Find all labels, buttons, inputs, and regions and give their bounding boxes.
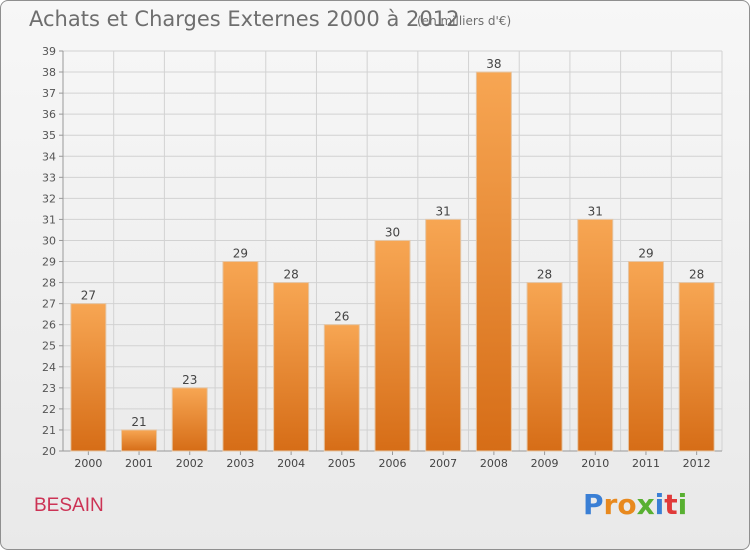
data-label: 26 (334, 310, 349, 324)
logo-letter: o (617, 488, 637, 521)
y-tick-label: 31 (42, 213, 56, 226)
place-name: BESAIN (34, 495, 104, 516)
y-tick-label: 27 (42, 298, 56, 311)
x-tick-label: 2009 (531, 457, 559, 470)
logo-letter: x (636, 488, 655, 521)
y-tick-label: 29 (42, 256, 56, 269)
x-tick-label: 2000 (74, 457, 102, 470)
chart-unit: (en milliers d'€) (417, 14, 512, 28)
bar (70, 303, 107, 452)
x-tick-label: 2003 (226, 457, 254, 470)
x-tick-label: 2006 (379, 457, 407, 470)
y-tick-label: 25 (42, 340, 56, 353)
logo-letter: t (664, 488, 678, 521)
data-label: 38 (486, 57, 501, 71)
y-tick-label: 37 (42, 87, 56, 100)
x-tick-label: 2004 (277, 457, 305, 470)
y-tick-label: 28 (42, 277, 56, 290)
data-label: 29 (638, 247, 653, 261)
x-tick-label: 2008 (480, 457, 508, 470)
bar (475, 71, 512, 452)
y-tick-label: 38 (42, 66, 56, 79)
y-tick-label: 35 (42, 129, 56, 142)
logo-letter: i (654, 488, 665, 521)
bar (678, 282, 715, 452)
data-label: 31 (588, 204, 603, 218)
data-label: 28 (283, 268, 298, 282)
bar (121, 429, 158, 452)
bar (323, 324, 360, 452)
data-label: 23 (182, 373, 197, 387)
logo-letter: i (677, 488, 688, 521)
data-label: 28 (537, 268, 552, 282)
y-tick-label: 26 (42, 319, 56, 332)
data-label: 31 (436, 204, 451, 218)
bar (171, 387, 208, 452)
bars (70, 71, 715, 452)
data-label: 29 (233, 247, 248, 261)
logo-letter: P (583, 488, 604, 521)
x-tick-label: 2007 (429, 457, 457, 470)
bar (374, 239, 411, 452)
x-tick-label: 2001 (125, 457, 153, 470)
y-tick-label: 30 (42, 234, 56, 247)
proxiti-logo: Proxiti (583, 488, 687, 521)
bar (577, 218, 614, 452)
bar (273, 282, 310, 452)
bar (425, 218, 462, 452)
data-label: 30 (385, 225, 400, 239)
chart-title: Achats et Charges Externes 2000 à 2012 (29, 7, 460, 31)
y-tick-label: 21 (42, 424, 56, 437)
data-label: 27 (81, 289, 96, 303)
data-labels: 27 21 23 29 28 26 30 31 38 28 31 29 28 (81, 57, 705, 429)
y-tick-label: 23 (42, 382, 56, 395)
bar (627, 261, 664, 452)
bar (526, 282, 563, 452)
y-tick-label: 34 (42, 150, 56, 163)
x-tick-label: 2010 (581, 457, 609, 470)
logo-letter: r (603, 488, 618, 521)
y-tick-label: 36 (42, 108, 56, 121)
x-tick-label: 2012 (683, 457, 711, 470)
data-label: 28 (689, 268, 704, 282)
bar (222, 261, 259, 452)
x-tick-label: 2011 (632, 457, 660, 470)
x-tick-label: 2002 (176, 457, 204, 470)
y-tick-label: 39 (42, 45, 56, 58)
y-tick-label: 22 (42, 403, 56, 416)
y-tick-label: 24 (42, 361, 56, 374)
y-tick-label: 33 (42, 171, 56, 184)
x-tick-label: 2005 (328, 457, 356, 470)
y-tick-label: 32 (42, 192, 56, 205)
y-tick-label: 20 (42, 445, 56, 458)
data-label: 21 (131, 415, 146, 429)
